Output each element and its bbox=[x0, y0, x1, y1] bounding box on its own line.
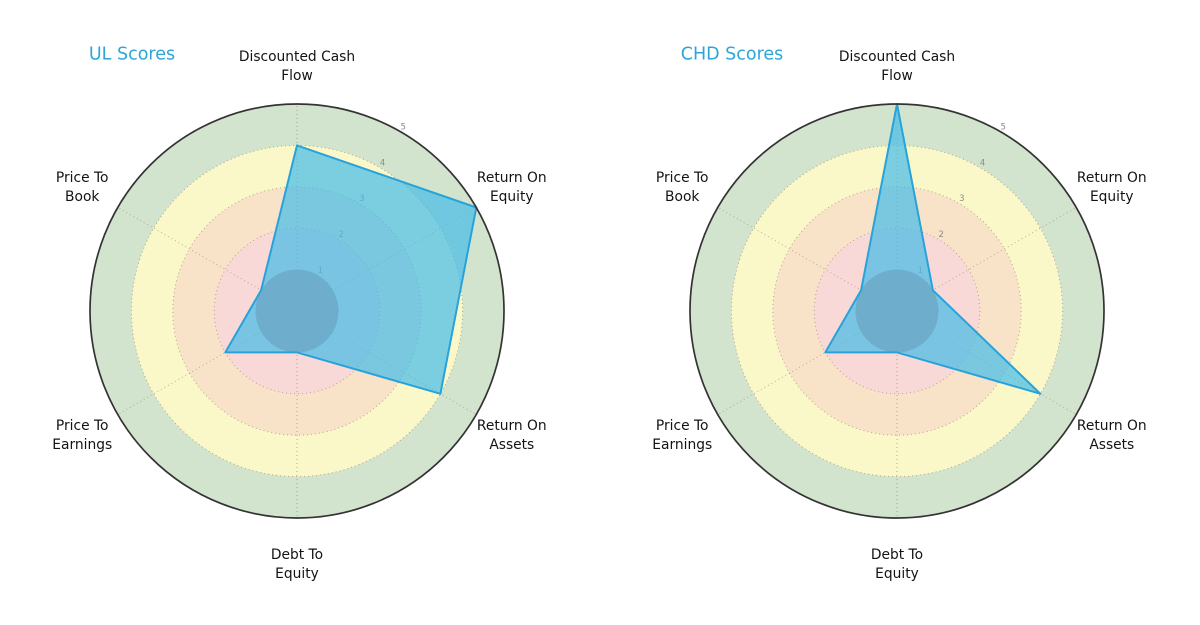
r-tick-label-3: 3 bbox=[959, 194, 964, 204]
score-polygon-chd bbox=[824, 103, 1042, 395]
grid-ring-2 bbox=[813, 227, 981, 395]
axis-spoke-return-on-assets bbox=[896, 310, 1077, 415]
axis-spoke-return-on-equity bbox=[896, 207, 1077, 312]
chart-title: CHD Scores bbox=[681, 45, 784, 65]
polar-outline bbox=[89, 103, 505, 519]
r-tick-label-5: 5 bbox=[401, 122, 406, 132]
axis-label-return-on-assets: Return On Assets bbox=[1077, 418, 1147, 453]
axis-label-return-on-assets: Return On Assets bbox=[477, 418, 547, 453]
axis-label-return-on-equity: Return On Equity bbox=[477, 170, 547, 205]
axis-label-price-to-earnings: Price To Earnings bbox=[52, 418, 112, 453]
grid-ring-3 bbox=[772, 186, 1022, 436]
axis-label-debt-to-equity: Debt To Equity bbox=[271, 547, 323, 582]
axis-label-return-on-equity: Return On Equity bbox=[1077, 170, 1147, 205]
axis-label-price-to-book: Price To Book bbox=[656, 170, 709, 205]
r-tick-label-2: 2 bbox=[938, 230, 943, 240]
axis-spoke-price-to-book bbox=[717, 207, 898, 312]
axis-label-debt-to-equity: Debt To Equity bbox=[871, 547, 923, 582]
axis-label-price-to-book: Price To Book bbox=[56, 170, 109, 205]
axis-spoke-price-to-book bbox=[117, 207, 298, 312]
r-tick-label-5: 5 bbox=[1001, 122, 1006, 132]
axis-spoke-return-on-assets bbox=[296, 310, 477, 415]
r-tick-label-4: 4 bbox=[980, 158, 985, 168]
polar-outline bbox=[689, 103, 1105, 519]
axis-label-price-to-earnings: Price To Earnings bbox=[652, 418, 712, 453]
axis-label-discounted-cash-flow: Discounted Cash Flow bbox=[239, 49, 355, 84]
r-tick-label-4: 4 bbox=[380, 158, 385, 168]
chart-title: UL Scores bbox=[89, 45, 175, 65]
axis-spoke-price-to-earnings bbox=[717, 310, 898, 415]
axis-label-discounted-cash-flow: Discounted Cash Flow bbox=[839, 49, 955, 84]
axis-spoke-price-to-earnings bbox=[117, 310, 298, 415]
